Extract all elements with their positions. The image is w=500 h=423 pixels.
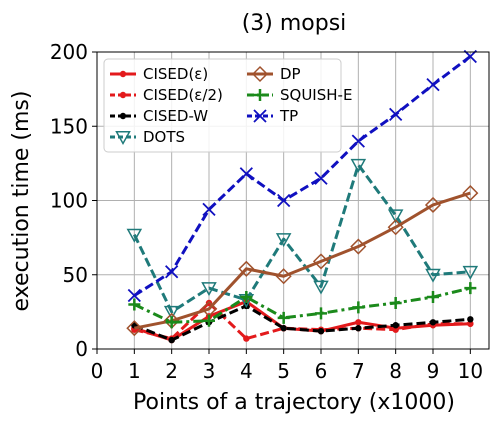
series-4-point — [462, 185, 479, 202]
x-tick-label: 5 — [277, 359, 290, 383]
series-5-point — [128, 298, 141, 311]
x-axis-label: Points of a trajectory (x1000) — [133, 390, 455, 415]
x-tick-label: 10 — [458, 359, 483, 383]
series-2-point — [168, 336, 175, 344]
y-tick-label: 150 — [50, 114, 88, 138]
series-3-point — [126, 228, 143, 243]
series-1-point — [392, 326, 399, 333]
series-4-point — [312, 253, 330, 270]
legend-label: CISED-W — [143, 107, 208, 125]
y-tick-label: 50 — [63, 263, 88, 287]
legend-box — [103, 58, 342, 153]
series-2-point — [429, 319, 437, 326]
series-2-point — [467, 316, 474, 323]
series-5-point — [389, 296, 402, 309]
x-tick-label: 3 — [203, 359, 216, 383]
series-3-point — [425, 268, 441, 283]
series-5-point — [165, 316, 178, 329]
series-6-point — [202, 202, 216, 217]
x-tick-label: 7 — [352, 359, 365, 383]
series-1-point — [243, 335, 250, 342]
series-6-point — [314, 171, 328, 185]
series-3-line — [132, 163, 471, 314]
x-tick-label: 0 — [91, 359, 104, 383]
series-5-line — [133, 286, 471, 324]
series-5-point — [203, 314, 215, 327]
series-6-group — [127, 49, 477, 303]
x-tick-label: 2 — [165, 359, 178, 383]
legend-swatch-marker — [254, 89, 266, 101]
series-6-point — [351, 134, 365, 148]
x-tick-label: 1 — [128, 359, 141, 383]
series-4-point — [387, 219, 404, 236]
series-0-point — [355, 319, 362, 326]
series-3-point — [387, 209, 404, 224]
legend-label: DP — [280, 65, 301, 83]
series-2-line — [133, 304, 471, 342]
series-5-point — [464, 282, 477, 295]
series-4-point — [126, 320, 143, 337]
series-3-point — [163, 305, 180, 320]
series-5-point — [427, 291, 439, 304]
series-5-group — [128, 282, 477, 329]
legend-swatch-marker — [253, 109, 267, 123]
series-2-point — [392, 322, 399, 329]
series-6-line — [133, 55, 472, 297]
legend-label: CISED(ε) — [143, 65, 208, 83]
series-3-point — [201, 282, 217, 297]
series-2-point — [317, 327, 325, 335]
y-tick-label: 200 — [50, 40, 88, 64]
legend-swatch-marker — [119, 112, 127, 120]
legend-label: DOTS — [143, 128, 185, 146]
plot-lines — [126, 49, 479, 344]
series-1-point — [467, 320, 474, 327]
series-4-line — [134, 191, 471, 330]
x-tick-label: 4 — [240, 359, 253, 383]
x-tick-label: 6 — [315, 359, 328, 383]
series-3-point — [313, 280, 329, 295]
series-2-group — [131, 302, 474, 344]
series-6-point — [165, 265, 179, 279]
series-4-point — [350, 238, 367, 255]
chart-title: (3) mopsi — [242, 11, 347, 36]
series-6-point — [426, 78, 440, 92]
legend-swatch-marker — [251, 65, 269, 83]
y-ticks: 0 50 100 150 200 — [50, 40, 97, 361]
series-4-group — [126, 185, 479, 337]
series-2-point — [280, 325, 287, 332]
series-4-point — [424, 196, 442, 214]
y-axis-label: execution time (ms) — [9, 91, 34, 312]
series-6-point — [277, 193, 291, 208]
series-5-point — [315, 307, 327, 320]
series-6-point — [389, 107, 403, 122]
x-tick-label: 8 — [389, 359, 402, 383]
series-5-point — [277, 311, 290, 324]
series-4-point — [275, 268, 292, 285]
y-tick-label: 100 — [50, 189, 88, 213]
legend: CISED(ε) CISED(ε/2) CISED-W DOTS DP SQUISH-E T… — [103, 58, 352, 153]
series-2-point — [355, 325, 362, 332]
series-6-point — [239, 167, 253, 181]
series-3-group — [126, 158, 479, 320]
x-tick-label: 9 — [427, 359, 440, 383]
x-ticks: 0 1 2 3 4 5 6 7 8 9 10 — [91, 349, 483, 383]
series-3-point — [275, 233, 292, 248]
legend-label: CISED(ε/2) — [143, 86, 223, 104]
legend-label: SQUISH-E — [280, 86, 352, 104]
legend-swatch-marker — [119, 91, 127, 99]
y-tick-label: 0 — [75, 337, 88, 361]
legend-swatch-marker — [115, 131, 131, 146]
legend-label: TP — [279, 107, 298, 125]
legend-swatch-marker — [119, 70, 127, 78]
series-3-point — [350, 158, 367, 173]
series-4-point — [238, 260, 255, 277]
series-5-point — [352, 301, 365, 314]
series-3-point — [462, 265, 479, 280]
series-5-point — [240, 291, 253, 304]
series-6-point — [127, 288, 141, 303]
